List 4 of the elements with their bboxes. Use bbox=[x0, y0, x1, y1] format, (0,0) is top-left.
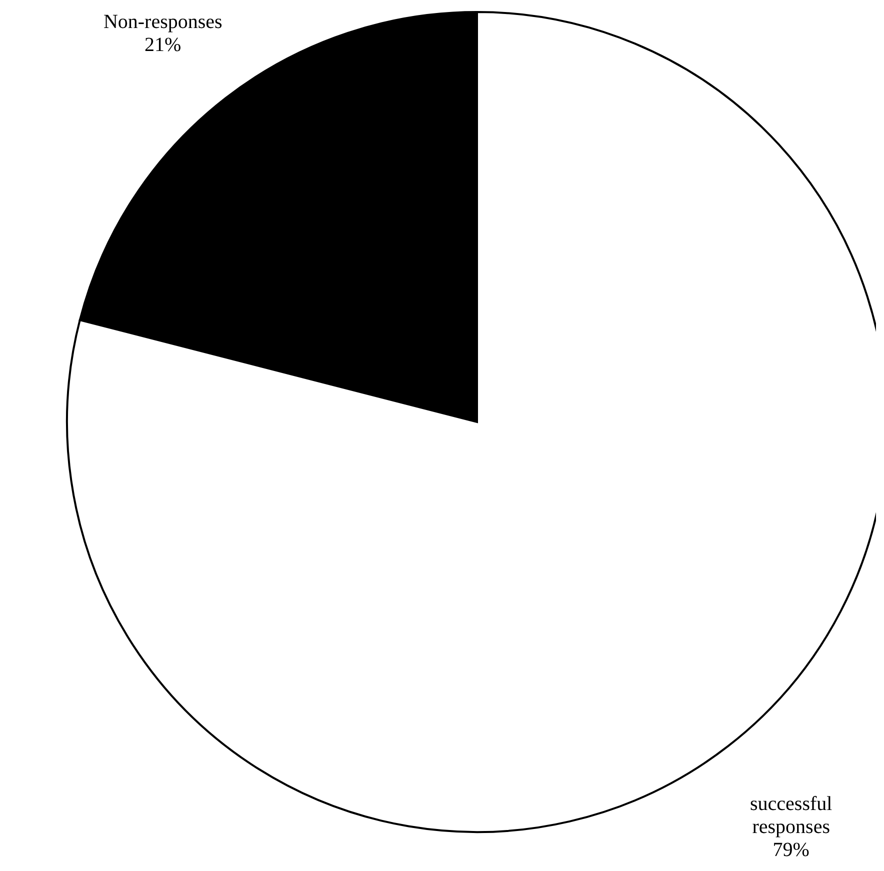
slice-label: Non-responses bbox=[103, 11, 223, 33]
data-label: 79% bbox=[772, 839, 810, 861]
slice-label: successful responses bbox=[750, 793, 833, 838]
data-label: 21% bbox=[144, 34, 182, 56]
